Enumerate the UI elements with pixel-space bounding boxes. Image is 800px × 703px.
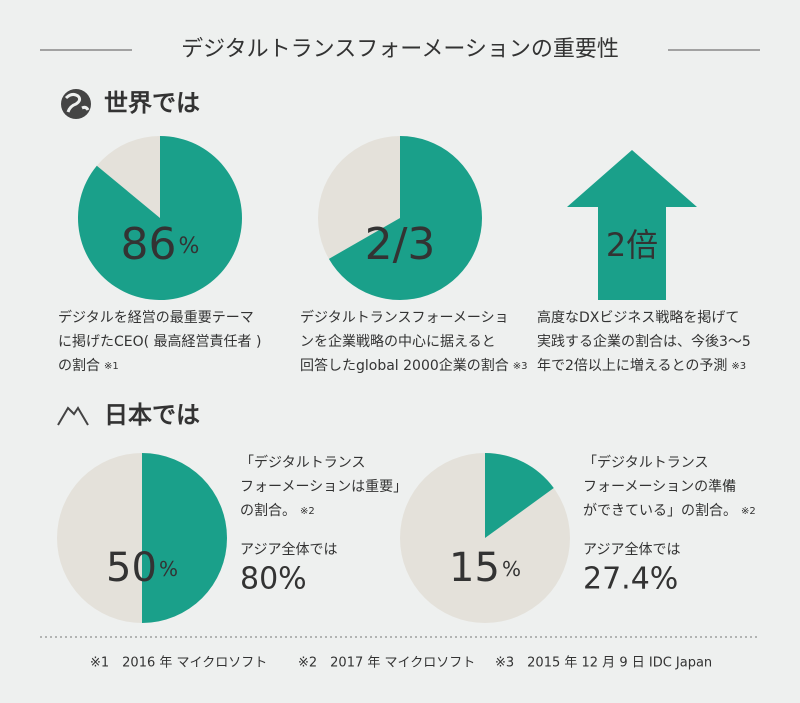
- big-number-value: 50: [106, 545, 157, 591]
- caption-line: ンを企業戦略の中心に据えると: [300, 333, 496, 350]
- caption-text: フォーメーションの準備: [583, 479, 736, 495]
- caption-text: 回答したglobal 2000企業の割合: [300, 357, 509, 374]
- caption-text: フォーメーションは重要」: [240, 479, 407, 495]
- caption-text: 「デジタルトランス: [583, 454, 708, 471]
- big-number-value: 86: [121, 219, 177, 270]
- pie-slice: [77, 136, 243, 300]
- growth-arrow: [567, 150, 697, 300]
- caption-line: ができている」の割合。 ※2: [583, 502, 756, 519]
- big-number-unit: %: [179, 234, 200, 259]
- big-number-value: 2倍: [606, 226, 658, 264]
- caption-line: 「デジタルトランス: [240, 454, 365, 471]
- footnote: ※3 2015 年 12 月 9 日 IDC Japan: [495, 656, 712, 671]
- pie-slice: [485, 453, 554, 538]
- asia-value: 27.4%: [583, 562, 678, 597]
- caption-line: 実践する企業の割合は、今後3～5: [537, 333, 751, 350]
- caption-text: 高度なDXビジネス戦略を掲げて: [537, 309, 739, 326]
- section-heading: 世界では: [104, 89, 200, 117]
- title: デジタルトランスフォーメーションの重要性: [181, 37, 619, 62]
- caption-line: 高度なDXビジネス戦略を掲げて: [537, 309, 739, 326]
- caption-line: の割合 ※1: [58, 357, 119, 374]
- caption-text: デジタルを経営の最重要テーマ: [58, 309, 254, 326]
- caption-line: 年で2倍以上に増えるとの予測 ※3: [537, 358, 746, 374]
- pie-slice: [328, 136, 482, 300]
- caption-line: に掲げたCEO( 最高経営責任者 ): [58, 333, 261, 350]
- asia-value: 80%: [240, 562, 307, 597]
- big-number: 15%: [449, 545, 521, 591]
- caption-text: ンを企業戦略の中心に据えると: [300, 333, 496, 350]
- footnote: ※2 2017 年 マイクロソフト: [298, 656, 475, 671]
- footnote-marker: ※1: [104, 361, 119, 372]
- asia-label: アジア全体では: [583, 541, 680, 558]
- footnote: ※1 2016 年 マイクロソフト: [90, 656, 267, 671]
- caption-line: 「デジタルトランス: [583, 454, 708, 471]
- caption-text: の割合: [58, 357, 100, 374]
- big-number: 2/3: [365, 219, 436, 270]
- big-number-value: 2/3: [365, 219, 436, 270]
- caption-line: デジタルを経営の最重要テーマ: [58, 309, 254, 326]
- caption-line: の割合。 ※2: [240, 502, 315, 519]
- pie-slice: [142, 453, 227, 623]
- big-number-unit: %: [159, 557, 178, 581]
- section-heading: 日本では: [104, 401, 200, 429]
- caption-line: フォーメーションは重要」: [240, 479, 407, 495]
- footnote-marker: ※3: [731, 361, 746, 372]
- caption-text: デジタルトランスフォーメーショ: [300, 309, 509, 326]
- big-number-value: 15: [449, 545, 500, 591]
- globe-icon-detail: [64, 92, 90, 113]
- big-number: 86%: [121, 219, 200, 270]
- caption-text: 年で2倍以上に増えるとの予測: [537, 358, 727, 374]
- footnote-marker: ※3: [513, 361, 528, 372]
- asia-label: アジア全体では: [240, 541, 337, 558]
- big-number: 50%: [106, 545, 178, 591]
- footnote-marker: ※2: [741, 506, 756, 517]
- caption-text: 実践する企業の割合は、今後3～5: [537, 333, 751, 350]
- caption-line: フォーメーションの準備: [583, 479, 736, 495]
- caption-line: 回答したglobal 2000企業の割合 ※3: [300, 357, 528, 374]
- big-number-unit: %: [502, 557, 521, 581]
- caption-line: デジタルトランスフォーメーショ: [300, 309, 509, 326]
- caption-text: の割合。: [240, 502, 296, 519]
- caption-text: ができている」の割合。: [583, 502, 737, 519]
- caption-text: に掲げたCEO( 最高経営責任者 ): [58, 333, 261, 350]
- caption-text: 「デジタルトランス: [240, 454, 365, 471]
- mountain-icon: [57, 406, 89, 426]
- footnote-marker: ※2: [300, 506, 315, 517]
- big-number: 2倍: [606, 226, 658, 264]
